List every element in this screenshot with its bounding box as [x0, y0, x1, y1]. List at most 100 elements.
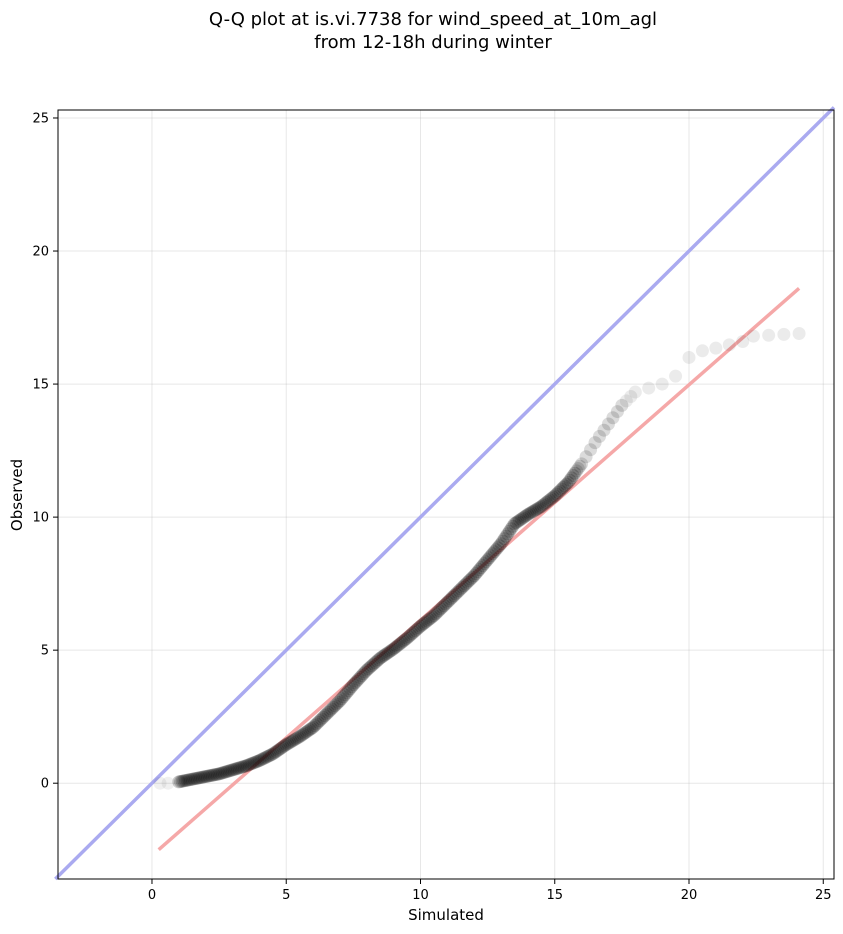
- data-point: [420, 614, 434, 628]
- data-point: [368, 656, 382, 670]
- data-point: [516, 511, 530, 525]
- y-tick-label: 0: [41, 777, 49, 792]
- data-point: [184, 773, 198, 787]
- x-tick-label: 15: [546, 888, 563, 903]
- data-point: [682, 350, 696, 364]
- data-point: [457, 579, 471, 593]
- data-point: [573, 459, 587, 473]
- data-point: [419, 615, 433, 629]
- data-point: [472, 563, 486, 577]
- data-point: [434, 602, 448, 616]
- data-point: [528, 503, 542, 517]
- data-point: [551, 486, 565, 500]
- data-point: [231, 761, 245, 775]
- data-point: [345, 680, 359, 694]
- data-point: [367, 657, 381, 671]
- data-point: [481, 553, 495, 567]
- fit-line-layer: [157, 286, 801, 852]
- x-tick-label: 25: [815, 888, 832, 903]
- data-point: [355, 669, 369, 683]
- data-point: [491, 541, 505, 555]
- data-point: [306, 720, 320, 734]
- data-point: [313, 714, 327, 728]
- data-point: [153, 776, 167, 790]
- data-point: [452, 584, 466, 598]
- data-point: [513, 513, 527, 527]
- data-point: [440, 595, 454, 609]
- data-point: [330, 697, 344, 711]
- data-point: [526, 504, 540, 518]
- data-point: [363, 660, 377, 674]
- data-point: [709, 341, 723, 355]
- data-point: [220, 764, 234, 778]
- data-point: [543, 493, 557, 507]
- data-point: [777, 327, 791, 341]
- data-point: [479, 555, 493, 569]
- data-point: [346, 678, 360, 692]
- data-point: [539, 495, 553, 509]
- data-point: [518, 510, 532, 524]
- data-point: [437, 599, 451, 613]
- data-point: [402, 630, 416, 644]
- data-point: [247, 756, 261, 770]
- data-point: [497, 532, 511, 546]
- fit-line: [157, 286, 801, 852]
- data-point: [259, 750, 273, 764]
- data-point: [195, 770, 209, 784]
- data-point: [340, 686, 354, 700]
- data-point: [506, 519, 520, 533]
- data-point: [496, 534, 510, 548]
- data-point: [474, 561, 488, 575]
- data-point: [331, 695, 345, 709]
- data-point: [224, 763, 238, 777]
- data-point: [219, 765, 233, 779]
- data-point: [403, 628, 417, 642]
- data-point: [570, 464, 584, 478]
- data-point: [311, 715, 325, 729]
- data-point: [217, 765, 231, 779]
- data-point: [351, 672, 365, 686]
- data-point: [467, 569, 481, 583]
- data-point: [519, 509, 533, 523]
- data-point: [175, 774, 189, 788]
- data-point: [387, 642, 401, 656]
- data-point: [360, 663, 374, 677]
- data-point: [237, 759, 251, 773]
- data-point: [597, 423, 611, 437]
- y-tick-label: 10: [32, 511, 49, 526]
- x-tick-label: 20: [681, 888, 698, 903]
- data-point: [439, 597, 453, 611]
- data-point: [471, 565, 485, 579]
- data-point: [278, 739, 292, 753]
- data-point: [234, 760, 248, 774]
- data-point: [209, 768, 223, 782]
- data-point: [378, 648, 392, 662]
- data-point: [619, 394, 633, 408]
- data-point: [460, 575, 474, 589]
- data-point: [289, 732, 303, 746]
- data-point: [388, 641, 402, 655]
- data-point: [529, 502, 543, 516]
- data-point: [579, 450, 593, 464]
- data-point: [377, 649, 391, 663]
- data-point: [427, 609, 441, 623]
- data-point: [395, 635, 409, 649]
- data-point: [200, 769, 214, 783]
- data-point: [746, 329, 760, 343]
- data-point: [262, 749, 276, 763]
- data-point: [383, 644, 397, 658]
- data-point: [236, 760, 250, 774]
- data-point: [405, 627, 419, 641]
- data-point: [252, 754, 266, 768]
- data-point: [615, 398, 629, 412]
- data-point: [336, 690, 350, 704]
- data-point: [669, 369, 683, 383]
- data-point: [249, 755, 263, 769]
- data-point: [321, 705, 335, 719]
- y-tick-label: 15: [32, 378, 49, 393]
- data-point: [454, 582, 468, 596]
- data-point: [449, 587, 463, 601]
- data-point: [194, 771, 208, 785]
- data-point: [271, 743, 285, 757]
